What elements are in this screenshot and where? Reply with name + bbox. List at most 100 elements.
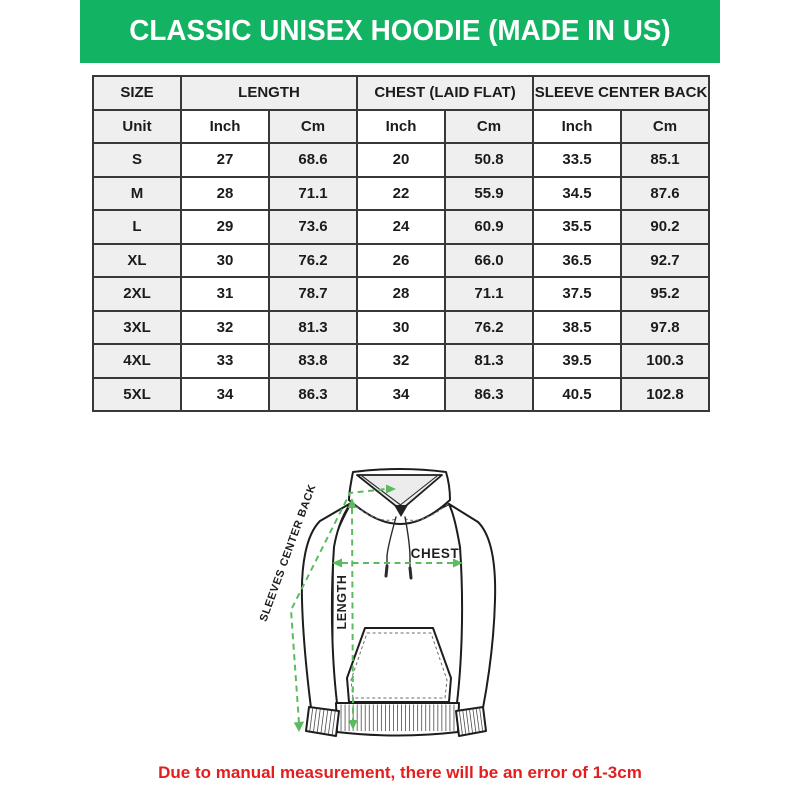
value-cell: 40.5: [532, 376, 623, 412]
value-cell: 37.5: [532, 276, 623, 312]
rib-line: [316, 708, 321, 733]
value-cell: 60.9: [444, 209, 535, 245]
value-cell: 55.9: [444, 175, 535, 211]
right-cuff-rib-lines: [458, 707, 484, 735]
value-cell: 66.0: [444, 242, 535, 278]
rib-line: [479, 707, 484, 732]
value-cell: 92.7: [620, 242, 711, 278]
hood-inner-lining: [356, 474, 443, 511]
value-cell: 50.8: [444, 142, 535, 178]
size-table-body: S 27 68.6 20 50.8 33.5 85.1 M 28 71.1 22 55.9 34.5 87…: [92, 142, 711, 412]
size-cell: 3XL: [92, 309, 182, 345]
value-cell: 31: [180, 276, 270, 312]
value-cell: 100.3: [620, 343, 711, 379]
value-cell: 87.6: [620, 175, 711, 211]
value-cell: 30: [356, 309, 447, 345]
header-group-row: SIZE LENGTH CHEST (LAID FLAT) SLEEVE CEN…: [92, 75, 711, 111]
arrowhead-left-icon: [332, 558, 342, 568]
value-cell: 85.1: [620, 142, 711, 178]
rib-line: [309, 707, 314, 732]
header-size: SIZE: [92, 75, 182, 111]
arrowhead-right-icon: [453, 558, 463, 568]
rib-line: [472, 708, 477, 733]
table-row: 4XL 33 83.8 32 81.3 39.5 100.3: [92, 343, 711, 379]
table-row: M 28 71.1 22 55.9 34.5 87.6: [92, 175, 711, 211]
value-cell: 76.2: [444, 309, 535, 345]
value-cell: 32: [180, 309, 270, 345]
value-cell: 76.2: [267, 242, 359, 278]
rib-line: [313, 708, 317, 732]
value-cell: 33: [180, 343, 270, 379]
value-cell: 86.3: [444, 376, 535, 412]
length-label: LENGTH: [335, 575, 349, 630]
header-sleeve: SLEEVE CENTER BACK: [532, 75, 711, 111]
unit-cell: Inch: [180, 108, 270, 144]
value-cell: 86.3: [267, 376, 359, 412]
arrowhead-right-icon: [386, 484, 396, 494]
unit-label-cell: Unit: [92, 108, 182, 144]
rib-line: [462, 710, 467, 734]
hoodie-measurement-diagram: CHEST LENGTH SLEEVES CENTER BACK: [258, 468, 497, 737]
value-cell: 30: [180, 242, 270, 278]
size-cell: 4XL: [92, 343, 182, 379]
hood-knot: [394, 505, 408, 517]
value-cell: 34.5: [532, 175, 623, 211]
value-cell: 27: [180, 142, 270, 178]
value-cell: 22: [356, 175, 447, 211]
size-cell: S: [92, 142, 182, 178]
unit-row: Unit Inch Cm Inch Cm Inch Cm: [92, 108, 711, 144]
value-cell: 78.7: [267, 276, 359, 312]
value-cell: 20: [356, 142, 447, 178]
right-drawstring-tip: [408, 566, 413, 580]
value-cell: 95.2: [620, 276, 711, 312]
unit-cell: Inch: [532, 108, 623, 144]
rib-line: [465, 709, 470, 734]
rib-line: [328, 710, 332, 734]
table-row: L 29 73.6 24 60.9 35.5 90.2: [92, 209, 711, 245]
rib-line: [469, 709, 473, 733]
unit-cell: Cm: [444, 108, 535, 144]
unit-cell: Cm: [620, 108, 711, 144]
header-length: LENGTH: [179, 75, 359, 111]
value-cell: 39.5: [532, 343, 623, 379]
rib-line: [320, 709, 325, 733]
value-cell: 90.2: [620, 209, 711, 245]
hoodie-pocket: [346, 627, 452, 703]
left-drawstring-tip: [384, 564, 389, 578]
value-cell: 29: [180, 209, 270, 245]
value-cell: 97.8: [620, 309, 711, 345]
value-cell: 81.3: [267, 309, 359, 345]
size-chart-table: SIZE LENGTH CHEST (LAID FLAT) SLEEVE CEN…: [92, 75, 711, 412]
value-cell: 33.5: [532, 142, 623, 178]
table-row: 2XL 31 78.7 28 71.1 37.5 95.2: [92, 276, 711, 312]
arrowhead-down-icon: [348, 720, 358, 730]
chest-label: CHEST: [411, 546, 460, 561]
value-cell: 71.1: [267, 175, 359, 211]
value-cell: 83.8: [267, 343, 359, 379]
value-cell: 102.8: [620, 376, 711, 412]
arrowhead-down-icon: [293, 721, 305, 732]
value-cell: 28: [180, 175, 270, 211]
rib-line: [331, 710, 336, 735]
value-cell: 68.6: [267, 142, 359, 178]
length-measure-line: [351, 507, 354, 721]
value-cell: 81.3: [444, 343, 535, 379]
hood-inner-seam: [361, 475, 438, 507]
size-cell: XL: [92, 242, 182, 278]
value-cell: 34: [180, 376, 270, 412]
left-cuff-rib-lines: [309, 707, 336, 735]
header-chest: CHEST (LAID FLAT): [356, 75, 535, 111]
table-row: S 27 68.6 20 50.8 33.5 85.1: [92, 142, 711, 178]
size-cell: L: [92, 209, 182, 245]
right-drawstring: [404, 516, 411, 569]
rib-line: [475, 708, 480, 732]
size-cell: M: [92, 175, 182, 211]
page-title: CLASSIC UNISEX HOODIE (MADE IN US): [129, 15, 671, 47]
size-cell: 5XL: [92, 376, 182, 412]
value-cell: 71.1: [444, 276, 535, 312]
table-row: 3XL 32 81.3 30 76.2 38.5 97.8: [92, 309, 711, 345]
pocket-stitching: [350, 632, 448, 699]
value-cell: 26: [356, 242, 447, 278]
size-cell: 2XL: [92, 276, 182, 312]
value-cell: 28: [356, 276, 447, 312]
